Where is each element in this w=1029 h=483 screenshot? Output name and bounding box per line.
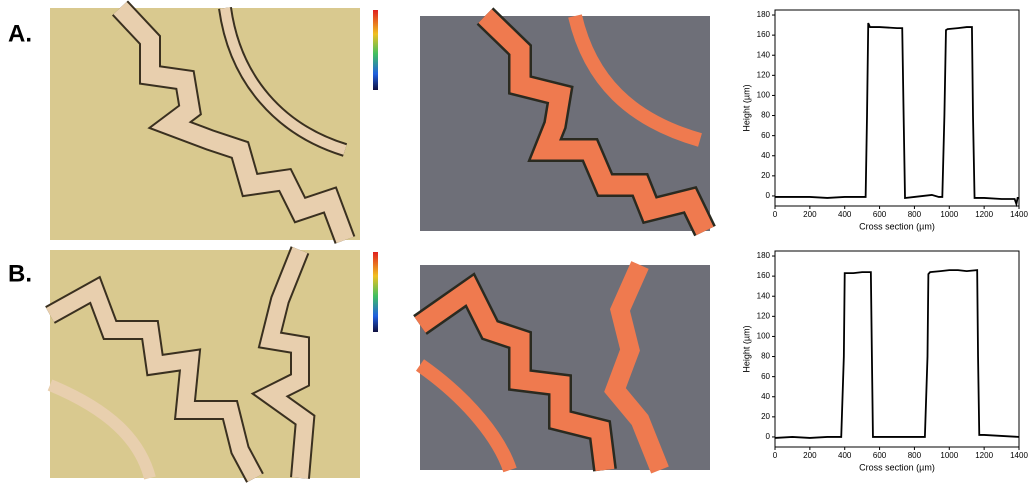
y-tick-label: 80 [761,352,770,361]
figure: A. B. 0200400600800100012001400020406080… [0,0,1029,483]
y-tick-label: 180 [757,251,771,260]
x-tick-label: 800 [908,210,922,219]
y-tick-label: 180 [757,10,771,19]
y-tick-label: 100 [757,332,771,341]
y-axis-label: Height (µm) [741,84,751,131]
y-tick-label: 160 [757,271,771,280]
y-tick-label: 20 [761,412,770,421]
x-axis-label: Cross section (µm) [859,462,935,472]
data-line [775,23,1019,204]
y-tick-label: 120 [757,311,771,320]
y-tick-label: 160 [757,30,771,39]
y-tick-label: 80 [761,111,770,120]
y-tick-label: 140 [757,291,771,300]
profilometry-image [420,265,710,470]
y-tick-label: 20 [761,171,770,180]
x-tick-label: 400 [838,210,852,219]
data-line [775,270,1019,438]
x-tick-label: 1400 [1010,210,1028,219]
plot-frame [775,251,1019,447]
x-tick-label: 200 [803,210,817,219]
x-tick-label: 600 [873,451,887,460]
profilometry-image [420,16,710,231]
x-tick-label: 400 [838,451,852,460]
colorbar [373,10,378,90]
y-tick-label: 0 [766,432,771,441]
optical-image [50,250,360,478]
colorbar [373,252,378,332]
x-tick-label: 800 [908,451,922,460]
x-axis-label: Cross section (µm) [859,221,935,231]
panel-label: B. [8,260,32,287]
y-tick-label: 60 [761,131,770,140]
x-tick-label: 1200 [975,210,993,219]
x-tick-label: 600 [873,210,887,219]
y-tick-label: 40 [761,151,770,160]
panel-label: A. [8,20,32,47]
x-tick-label: 1000 [940,451,958,460]
x-tick-label: 1000 [940,210,958,219]
y-tick-label: 120 [757,70,771,79]
x-tick-label: 1400 [1010,451,1028,460]
y-tick-label: 100 [757,91,771,100]
y-tick-label: 140 [757,50,771,59]
optical-image [50,8,360,240]
y-tick-label: 60 [761,372,770,381]
x-tick-label: 0 [773,210,778,219]
x-tick-label: 200 [803,451,817,460]
x-tick-label: 0 [773,451,778,460]
y-axis-label: Height (µm) [741,325,751,372]
y-tick-label: 40 [761,392,770,401]
x-tick-label: 1200 [975,451,993,460]
y-tick-label: 0 [766,191,771,200]
plot-frame [775,10,1019,206]
